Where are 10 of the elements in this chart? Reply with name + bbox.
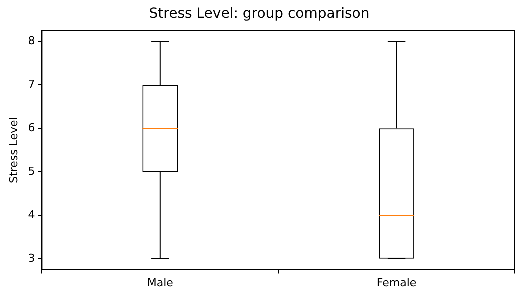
y-tick-label: 7 bbox=[28, 78, 36, 91]
x-tick-label: Male bbox=[147, 276, 174, 290]
y-axis-title: Stress Level bbox=[7, 117, 20, 184]
chart-title: Stress Level: group comparison bbox=[149, 6, 370, 22]
y-tick-label: 8 bbox=[28, 34, 36, 48]
y-tick-label: 5 bbox=[28, 164, 36, 178]
y-tick-label: 4 bbox=[28, 208, 36, 222]
y-tick-label: 6 bbox=[28, 121, 36, 134]
y-tick-label: 3 bbox=[28, 252, 36, 265]
x-tick-label: Female bbox=[376, 276, 417, 290]
